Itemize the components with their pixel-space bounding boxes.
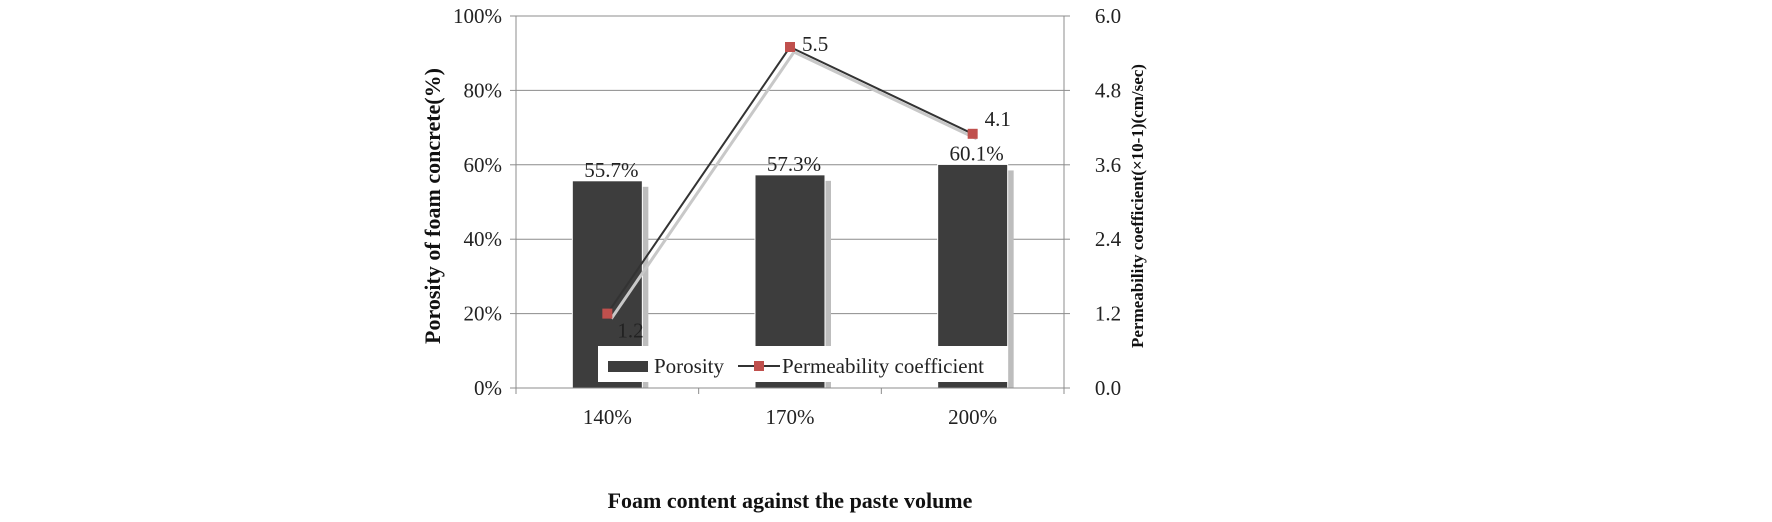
porosity-value-label: 57.3% [767,152,821,176]
data-labels: 55.7% 57.3% 60.1% 1.2 5.5 4.1 [584,32,1011,343]
x-axis-title: Foam content against the paste volume [608,488,973,513]
permeability-value-label: 1.2 [617,319,643,343]
x-tick-label: 200% [948,405,997,429]
porosity-value-label: 60.1% [950,141,1004,165]
axes: 0% 20% 40% 60% 80% 100% 0.0 1.2 2.4 3.6 4.8 6.0 140%… [453,4,1122,429]
y-axis-title: Porosity of foam concrete(%) [420,68,445,344]
y2-tick-label: 0.0 [1095,376,1121,400]
y-tick-label: 40% [464,227,503,251]
y2-tick-label: 6.0 [1095,4,1121,28]
legend-label-permeability: Permeability coefficient [782,354,984,378]
legend-swatch-porosity [608,361,648,372]
legend: Porosity Permeability coefficient [598,346,1008,382]
y-tick-label: 60% [464,153,503,177]
legend-label-porosity: Porosity [654,354,725,378]
y2-tick-label: 4.8 [1095,78,1121,102]
y-tick-label: 0% [474,376,502,400]
legend-swatch-marker [754,361,764,371]
permeability-marker [785,42,795,52]
y-tick-label: 100% [453,4,502,28]
y2-tick-label: 2.4 [1095,227,1122,251]
y2-tick-label: 1.2 [1095,302,1121,326]
y2-tick-label: 3.6 [1095,153,1121,177]
permeability-marker [967,128,978,139]
permeability-value-label: 4.1 [985,107,1011,131]
legend-box [598,346,1008,382]
y-tick-label: 20% [464,302,503,326]
permeability-line [602,42,978,320]
permeability-value-label: 5.5 [802,32,828,56]
porosity-value-label: 55.7% [584,158,638,182]
y-tick-label: 80% [464,78,503,102]
x-tick-label: 170% [766,405,815,429]
y2-axis-title: Permeability coefficient(×10-1)(cm/sec) [1128,64,1147,348]
permeability-marker [602,308,613,319]
x-tick-label: 140% [583,405,632,429]
